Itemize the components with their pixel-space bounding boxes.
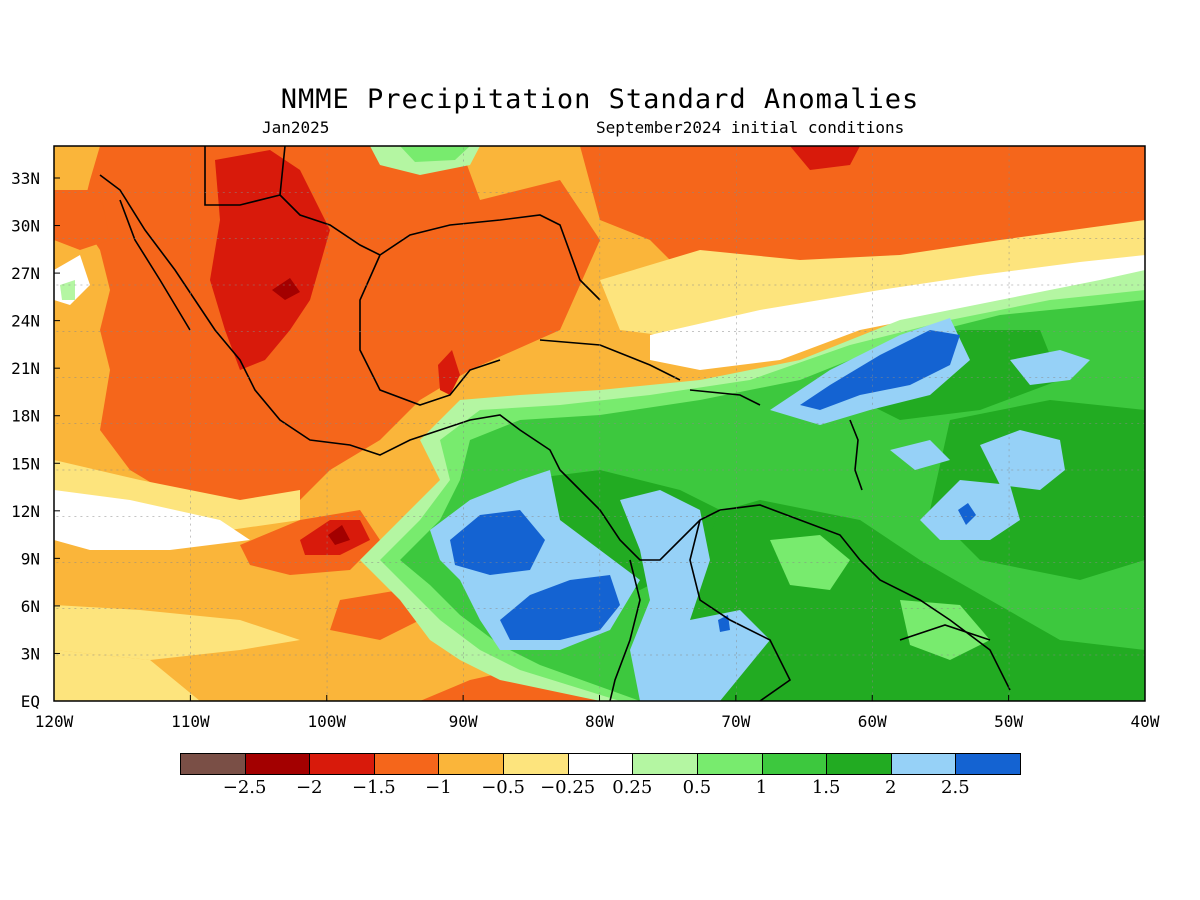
lat-label: 12N xyxy=(11,502,40,521)
legend-swatch xyxy=(180,753,246,775)
legend-label: −2.5 xyxy=(222,777,267,798)
anomaly-field xyxy=(54,146,1145,701)
legend-label: −0.5 xyxy=(481,777,525,798)
legend-label: 2.5 xyxy=(941,777,970,798)
legend-swatch xyxy=(244,753,311,775)
legend-label: 1 xyxy=(755,777,768,798)
legend-label: 0.5 xyxy=(682,777,712,798)
initial-conditions: September2024 initial conditions xyxy=(596,118,905,137)
legend-label: 1.5 xyxy=(811,777,841,798)
lon-label: 80W xyxy=(585,712,614,731)
lon-label: 50W xyxy=(994,712,1023,731)
lon-label: 60W xyxy=(858,712,887,731)
legend-swatch xyxy=(761,753,828,775)
lat-label: 6N xyxy=(21,597,40,616)
legend-swatch xyxy=(826,753,892,775)
legend-label: −1.5 xyxy=(351,777,396,798)
lon-label: 40W xyxy=(1131,712,1160,731)
legend-swatch xyxy=(373,753,440,775)
legend-swatch xyxy=(890,753,957,775)
latitude-axis: 33N 30N 27N 24N 21N 18N 15N 12N 9N 6N 3N EQ xyxy=(11,169,60,711)
lat-label: 33N xyxy=(11,169,40,188)
legend-swatch xyxy=(632,753,698,775)
lat-label: 15N xyxy=(11,454,40,473)
lat-label: 24N xyxy=(11,312,40,331)
lon-label: 70W xyxy=(721,712,750,731)
legend-label: −0.25 xyxy=(540,777,596,798)
legend-swatch xyxy=(567,753,634,775)
legend-label: 0.25 xyxy=(612,777,653,798)
lat-label: 9N xyxy=(21,549,40,568)
lat-label: 21N xyxy=(11,359,40,378)
lat-label: 3N xyxy=(21,644,40,663)
legend-swatch xyxy=(438,753,505,775)
lon-label: 110W xyxy=(171,712,210,731)
lon-label: 100W xyxy=(307,712,346,731)
legend-swatch xyxy=(955,753,1021,775)
legend-label: 2 xyxy=(885,777,897,798)
lon-label: 90W xyxy=(449,712,478,731)
lat-label: 27N xyxy=(11,264,40,283)
lat-label: EQ xyxy=(21,692,40,711)
legend-label: −1 xyxy=(425,777,452,798)
legend-swatch xyxy=(503,753,569,775)
lat-label: 18N xyxy=(11,407,40,426)
legend-swatch xyxy=(696,753,763,775)
legend-swatch xyxy=(309,753,375,775)
legend-label: −2 xyxy=(295,777,323,798)
lat-label: 30N xyxy=(11,217,40,236)
map-title: NMME Precipitation Standard Anomalies xyxy=(280,84,920,115)
longitude-axis: 120W 110W 100W 90W 80W 70W 60W 50W 40W xyxy=(35,695,1160,731)
valid-month: Jan2025 xyxy=(262,118,330,137)
lon-label: 120W xyxy=(35,712,74,731)
